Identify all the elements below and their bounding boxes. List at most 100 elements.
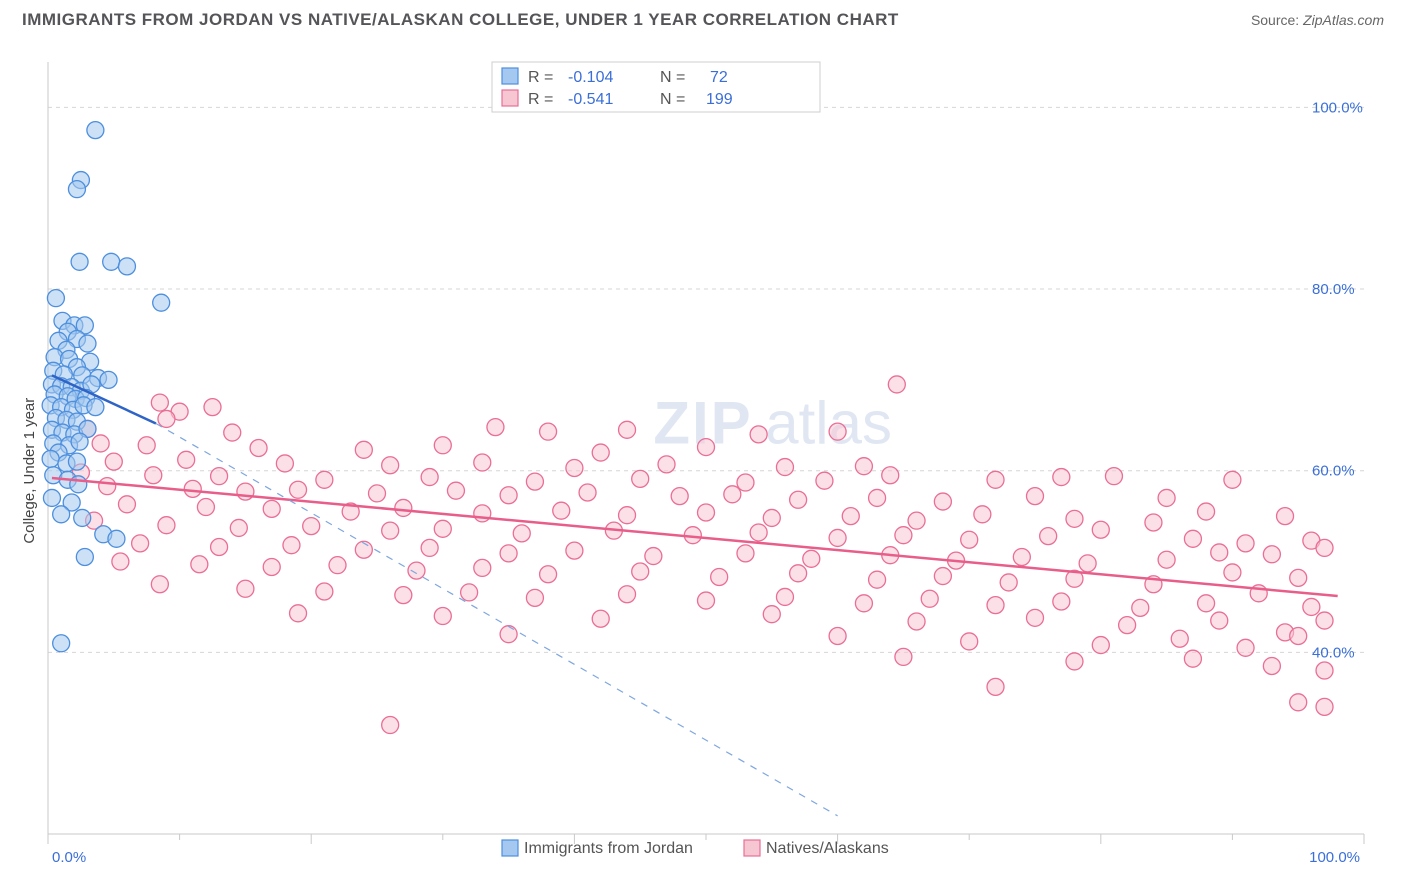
legend-pink-label: Natives/Alaskans <box>766 840 889 857</box>
stat-r-label: R = <box>528 91 553 108</box>
pink-point <box>382 522 399 539</box>
pink-point <box>276 455 293 472</box>
pink-point <box>434 520 451 537</box>
pink-point <box>1224 564 1241 581</box>
pink-point <box>421 469 438 486</box>
pink-point <box>763 606 780 623</box>
stat-n-blue: 72 <box>710 69 728 86</box>
pink-point <box>776 459 793 476</box>
pink-point <box>1027 609 1044 626</box>
y-tick-label: 100.0% <box>1312 99 1363 116</box>
pink-point <box>421 539 438 556</box>
blue-point <box>43 489 60 506</box>
pink-point <box>908 613 925 630</box>
pink-point <box>645 548 662 565</box>
stat-n-label: N = <box>660 69 685 86</box>
pink-point <box>619 586 636 603</box>
pink-point <box>579 484 596 501</box>
pink-point <box>474 559 491 576</box>
pink-point <box>829 529 846 546</box>
pink-point <box>855 595 872 612</box>
pink-point <box>151 576 168 593</box>
pink-point <box>632 470 649 487</box>
blue-point <box>68 453 85 470</box>
pink-point <box>1079 555 1096 572</box>
pink-point <box>92 435 109 452</box>
blue-point <box>42 450 59 467</box>
pink-point <box>869 571 886 588</box>
pink-point <box>1000 574 1017 591</box>
pink-point <box>382 457 399 474</box>
pink-point <box>1119 617 1136 634</box>
pink-point <box>1053 593 1070 610</box>
blue-regression-extrap <box>156 423 838 815</box>
pink-point <box>1224 471 1241 488</box>
pink-point <box>151 394 168 411</box>
blue-point <box>87 122 104 139</box>
pink-point <box>1198 595 1215 612</box>
pink-point <box>513 525 530 542</box>
pink-point <box>1066 653 1083 670</box>
pink-point <box>1145 514 1162 531</box>
pink-point <box>1237 535 1254 552</box>
stat-swatch-blue <box>502 68 518 84</box>
pink-point <box>290 481 307 498</box>
pink-point <box>987 678 1004 695</box>
stat-swatch-pink <box>502 90 518 106</box>
pink-point <box>895 527 912 544</box>
pink-point <box>1053 469 1070 486</box>
pink-point <box>500 545 517 562</box>
y-tick-label: 40.0% <box>1312 644 1355 661</box>
blue-point <box>53 635 70 652</box>
pink-point <box>1263 657 1280 674</box>
pink-point <box>1211 612 1228 629</box>
pink-point <box>237 483 254 500</box>
stat-r-pink: -0.541 <box>568 91 613 108</box>
pink-point <box>434 608 451 625</box>
pink-point <box>1316 698 1333 715</box>
pink-point <box>987 597 1004 614</box>
stat-n-label: N = <box>660 91 685 108</box>
pink-point <box>619 421 636 438</box>
blue-point <box>68 181 85 198</box>
pink-point <box>961 633 978 650</box>
pink-regression <box>52 478 1338 596</box>
pink-point <box>474 505 491 522</box>
pink-point <box>500 626 517 643</box>
y-tick-label: 60.0% <box>1312 463 1355 480</box>
pink-point <box>1092 637 1109 654</box>
pink-point <box>750 426 767 443</box>
pink-point <box>1290 694 1307 711</box>
pink-point <box>934 568 951 585</box>
pink-point <box>1316 612 1333 629</box>
pink-point <box>540 566 557 583</box>
stat-n-pink: 199 <box>706 91 733 108</box>
pink-point <box>447 482 464 499</box>
pink-point <box>474 454 491 471</box>
pink-point <box>987 471 1004 488</box>
y-axis-label: College, Under 1 year <box>22 398 38 544</box>
source-attribution: Source: ZipAtlas.com <box>1251 12 1384 28</box>
pink-point <box>763 509 780 526</box>
pink-point <box>724 486 741 503</box>
source-link[interactable]: ZipAtlas.com <box>1303 12 1384 28</box>
blue-point <box>71 433 88 450</box>
pink-point <box>790 491 807 508</box>
pink-point <box>895 648 912 665</box>
pink-point <box>158 410 175 427</box>
blue-point <box>100 371 117 388</box>
pink-point <box>145 467 162 484</box>
chart-svg: ZIPatlas40.0%60.0%80.0%100.0%0.0%100.0%C… <box>22 46 1384 866</box>
x-tick-label: 0.0% <box>52 849 86 866</box>
pink-point <box>526 473 543 490</box>
pink-point <box>316 471 333 488</box>
pink-point <box>250 440 267 457</box>
pink-point <box>974 506 991 523</box>
pink-point <box>283 537 300 554</box>
pink-point <box>230 519 247 536</box>
legend-swatch-blue <box>502 840 518 856</box>
pink-point <box>329 557 346 574</box>
blue-point <box>70 476 87 493</box>
pink-point <box>263 558 280 575</box>
blue-point <box>74 509 91 526</box>
